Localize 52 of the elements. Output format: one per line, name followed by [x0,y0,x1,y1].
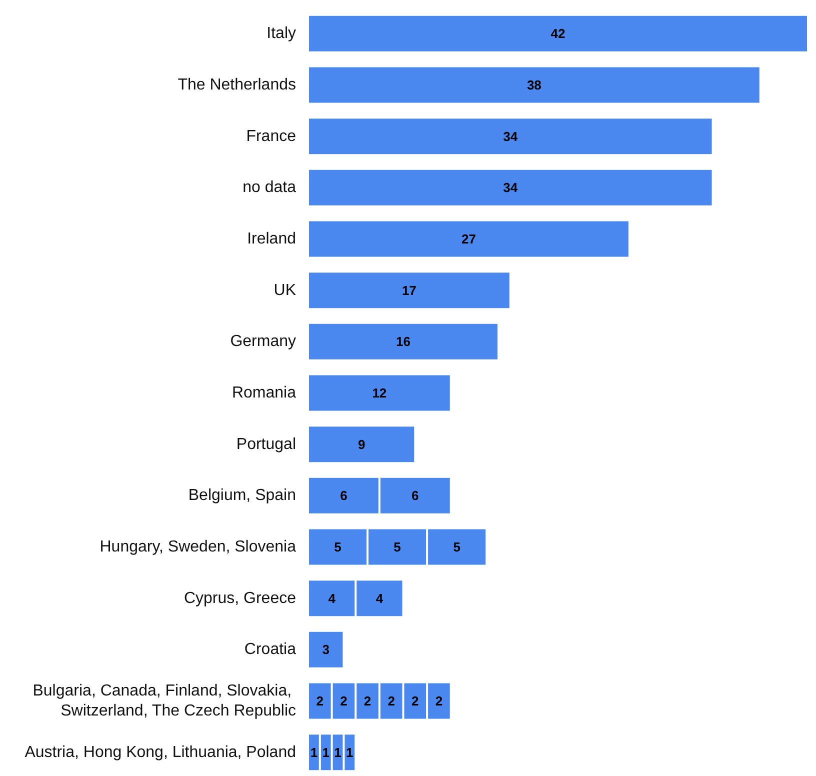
data-label: 5 [334,540,342,554]
data-label: 5 [394,540,401,554]
bar [308,374,451,412]
data-label: 6 [412,488,419,504]
y-tick-label: Germany [230,333,296,350]
y-tick-label: Austria, Hong Kong, Lithuania, Poland [24,744,296,761]
bar [308,118,713,156]
bar [308,322,498,360]
data-label: 16 [396,334,410,350]
data-label: 38 [526,78,542,92]
y-tick-label: no data [242,179,296,196]
data-label: 27 [461,232,476,246]
y-tick-label: Italy [266,25,296,42]
data-label: 5 [453,540,460,554]
data-label: 34 [503,128,518,144]
y-tick-label: Belgium, Spain [188,487,296,504]
y-tick-label: Ireland [247,230,296,248]
data-label: 6 [340,488,348,504]
data-label: 3 [322,642,330,658]
data-label: 2 [316,694,324,708]
bar [308,14,808,52]
data-label: 12 [372,386,387,400]
data-label: 2 [364,694,372,708]
data-label: 4 [376,590,384,606]
bar [308,426,416,464]
bar [308,630,344,668]
data-label: 2 [340,694,348,708]
data-label: 34 [503,180,518,196]
data-label: 42 [550,26,566,42]
bar [308,272,510,310]
data-label: 4 [328,590,336,606]
data-label: 1 [346,744,354,760]
data-label: 2 [412,694,419,708]
data-label: 1 [322,744,330,760]
bar [308,66,760,104]
y-tick-label: Hungary, Sweden, Slovenia [100,538,296,556]
y-tick-label: Cyprus, Greece [184,590,296,607]
data-label: 2 [388,694,395,708]
y-tick-label: Romania [232,384,296,402]
bar [308,220,630,258]
y-tick-label: Portugal [236,436,296,453]
data-label: 2 [435,694,443,708]
bar [308,168,713,206]
y-tick-label: UK [274,282,296,299]
y-tick-label: Croatia [244,641,296,658]
y-tick-label: France [246,128,296,145]
data-label: 1 [310,744,318,760]
data-label: 9 [358,436,366,452]
data-label: 1 [334,744,342,760]
y-tick-label: The Netherlands [178,76,296,94]
y-tick-label: Bulgaria, Canada, Finland, Slovakia, Switzerland, The Czech Republic [32,682,296,720]
data-label: 17 [402,282,416,298]
